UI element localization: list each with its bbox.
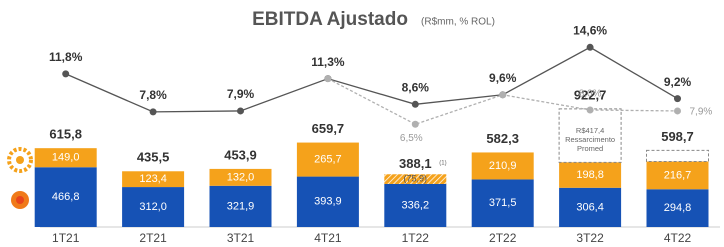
annotation-text: Ressarcimento bbox=[565, 135, 615, 144]
x-tick-label: 4T22 bbox=[664, 231, 692, 245]
line-value-label: 8,6% bbox=[402, 80, 430, 94]
bar-value-label: 210,9 bbox=[489, 160, 517, 172]
bar-segment bbox=[471, 152, 534, 180]
bar-value-label: 294,8 bbox=[664, 202, 692, 214]
line-point bbox=[324, 75, 332, 83]
total-label: 659,7 bbox=[312, 121, 345, 136]
line-point bbox=[237, 107, 244, 115]
line-point bbox=[674, 95, 681, 103]
x-tick-label: 3T22 bbox=[576, 231, 604, 245]
total-label: 388,1 bbox=[399, 156, 432, 171]
annotation-text: R$417,4 bbox=[576, 126, 604, 135]
bar-value-label: 216,7 bbox=[664, 169, 692, 181]
bar-segment bbox=[122, 187, 185, 227]
bar-segment bbox=[646, 189, 709, 227]
bar-value-label: 132,0 bbox=[227, 171, 255, 183]
bar-segment bbox=[34, 167, 97, 227]
bar-value-label: 321,9 bbox=[227, 200, 255, 212]
bar-segment bbox=[34, 148, 97, 168]
bar-segment bbox=[384, 183, 447, 227]
bar-segment bbox=[209, 168, 272, 186]
bar-value-label: 265,7 bbox=[314, 153, 342, 165]
total-label: 615,8 bbox=[49, 127, 82, 142]
chart-subtitle: (R$mm, % ROL) bbox=[421, 17, 495, 28]
annotation-text: Promed bbox=[577, 144, 603, 153]
bar-value-label: 198,8 bbox=[576, 169, 604, 181]
x-tick-label: 4T21 bbox=[314, 231, 342, 245]
line-value-label: 8,0% bbox=[579, 89, 602, 100]
bar-segment bbox=[646, 161, 709, 190]
x-tick-label: 1T21 bbox=[52, 231, 80, 245]
bar-segment bbox=[559, 187, 622, 227]
bar-value-label: 466,8 bbox=[52, 191, 80, 203]
footnote-mark: (1) bbox=[439, 161, 446, 167]
line-value-label: 7,9% bbox=[690, 107, 713, 118]
bar-value-label: (75,9) bbox=[404, 173, 428, 183]
bar-value-label: 123,4 bbox=[139, 173, 167, 185]
bar-segment bbox=[559, 162, 622, 188]
bar-segment bbox=[384, 174, 447, 184]
line-point bbox=[499, 91, 507, 99]
line-point bbox=[411, 100, 419, 108]
x-tick-label: 3T21 bbox=[227, 231, 255, 245]
total-label: 598,7 bbox=[661, 129, 694, 144]
logo-icons bbox=[7, 147, 33, 209]
extra-segment bbox=[646, 149, 709, 163]
bar-value-label: 336,2 bbox=[402, 199, 430, 211]
line-point bbox=[586, 43, 594, 51]
line-value-label: 7,8% bbox=[139, 88, 167, 102]
bar-segment bbox=[296, 142, 359, 177]
bar-value-label: 306,4 bbox=[576, 201, 604, 213]
line-value-label: 9,2% bbox=[664, 75, 692, 89]
bar-segment bbox=[471, 179, 534, 227]
x-tick-label: 1T22 bbox=[402, 231, 430, 245]
line-value-label: 11,8% bbox=[49, 50, 83, 64]
line-value-label: 11,3% bbox=[311, 55, 345, 69]
bar-value-label: 393,9 bbox=[314, 196, 342, 208]
bar-segment bbox=[209, 185, 272, 227]
chart-title: EBITDA Ajustado bbox=[252, 9, 408, 30]
bar-segment bbox=[296, 176, 359, 227]
line-point bbox=[674, 107, 681, 115]
total-label: 453,9 bbox=[224, 147, 257, 162]
total-label: 922,7 bbox=[574, 87, 607, 102]
bar-value-label: 371,5 bbox=[489, 197, 517, 209]
line-value-label: 7,9% bbox=[227, 87, 255, 101]
x-tick-label: 2T21 bbox=[139, 231, 167, 245]
line-value-label: 9,6% bbox=[489, 71, 517, 85]
bar-value-label: 312,0 bbox=[139, 201, 167, 213]
line-point bbox=[411, 120, 419, 128]
bar-value-label: 149,0 bbox=[52, 152, 80, 164]
line-value-label: 6,5% bbox=[400, 133, 423, 144]
x-tick-label: 2T22 bbox=[489, 231, 517, 245]
line-point bbox=[149, 108, 157, 116]
bar-segment bbox=[122, 171, 185, 188]
line bbox=[327, 78, 678, 125]
line bbox=[65, 46, 678, 113]
line-value-label: 14,6% bbox=[573, 23, 607, 37]
line-point bbox=[586, 106, 594, 114]
line-point bbox=[62, 70, 70, 78]
total-label: 435,5 bbox=[137, 150, 170, 165]
total-label: 582,3 bbox=[486, 131, 519, 146]
